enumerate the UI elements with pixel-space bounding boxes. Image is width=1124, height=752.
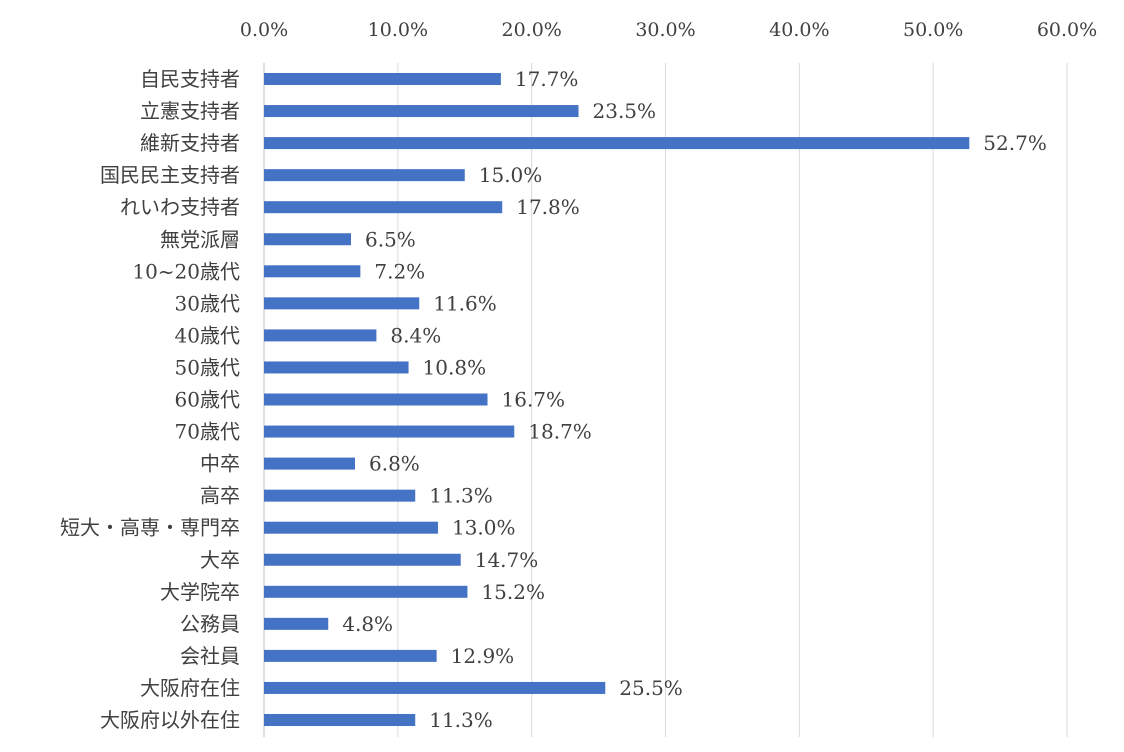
bar	[264, 681, 606, 694]
bar	[264, 457, 356, 470]
bar	[264, 714, 416, 726]
data-label: 10.8%	[423, 355, 487, 379]
x-tick-label: 0.0%	[240, 19, 288, 41]
bar	[264, 489, 416, 502]
data-label: 25.5%	[619, 676, 683, 700]
data-label: 11.3%	[429, 484, 493, 508]
data-label: 14.7%	[475, 548, 539, 572]
data-label: 17.7%	[515, 67, 579, 91]
x-tick-label: 10.0%	[368, 19, 428, 41]
category-label: 大卒	[200, 548, 240, 572]
category-label: 立憲支持者	[140, 99, 240, 123]
x-tick-label: 50.0%	[903, 19, 963, 41]
x-tick-label: 20.0%	[501, 19, 561, 41]
bar	[264, 585, 468, 598]
x-tick-label: 40.0%	[769, 19, 829, 41]
bar	[264, 393, 488, 406]
category-label: 50歳代	[175, 355, 240, 379]
bar	[264, 265, 361, 278]
category-label: れいわ支持者	[120, 195, 240, 219]
bar	[264, 233, 351, 246]
data-label: 15.2%	[481, 580, 545, 604]
category-label: 公務員	[180, 612, 240, 636]
data-label: 6.5%	[365, 227, 416, 251]
data-label: 18.7%	[528, 420, 592, 444]
category-label: 国民民主支持者	[100, 163, 240, 187]
data-label: 12.9%	[451, 644, 515, 668]
category-label: 70歳代	[175, 420, 240, 444]
data-label: 4.8%	[342, 612, 393, 636]
category-label: 無党派層	[160, 227, 240, 251]
x-tick-label: 60.0%	[1037, 19, 1097, 41]
data-label: 52.7%	[983, 131, 1047, 155]
bar	[264, 137, 970, 150]
category-label: 30歳代	[175, 291, 240, 315]
category-label: 自民支持者	[140, 67, 240, 91]
category-label: 中卒	[200, 452, 240, 476]
data-label: 11.6%	[433, 291, 497, 315]
category-label: 会社員	[180, 644, 240, 668]
data-label: 8.4%	[390, 323, 441, 347]
category-label: 高卒	[200, 484, 240, 508]
bar	[264, 297, 420, 310]
bar	[264, 361, 409, 374]
bar	[264, 521, 438, 534]
bar	[264, 649, 437, 662]
category-label: 維新支持者	[140, 131, 240, 155]
data-label: 11.3%	[429, 708, 493, 732]
bar	[264, 201, 503, 214]
bar	[264, 73, 501, 85]
bar	[264, 105, 579, 118]
data-label: 23.5%	[593, 99, 657, 123]
data-label: 17.8%	[516, 195, 580, 219]
bar	[264, 169, 465, 182]
data-label: 6.8%	[369, 452, 420, 476]
category-label: 大阪府以外在住	[100, 708, 240, 732]
data-label: 7.2%	[374, 259, 425, 283]
data-label: 13.0%	[452, 516, 516, 540]
data-label: 16.7%	[502, 388, 566, 412]
bar	[264, 425, 515, 438]
category-label: 短大・高専・専門卒	[60, 516, 240, 540]
x-tick-label: 30.0%	[635, 19, 695, 41]
data-label: 15.0%	[479, 163, 543, 187]
category-label: 大阪府在住	[140, 676, 240, 700]
category-label: 60歳代	[175, 388, 240, 412]
bar	[264, 329, 377, 342]
category-label: 大学院卒	[160, 580, 240, 604]
category-label: 10~20歳代	[132, 259, 240, 283]
category-label: 40歳代	[175, 323, 240, 347]
bar	[264, 553, 461, 566]
bar	[264, 617, 329, 630]
